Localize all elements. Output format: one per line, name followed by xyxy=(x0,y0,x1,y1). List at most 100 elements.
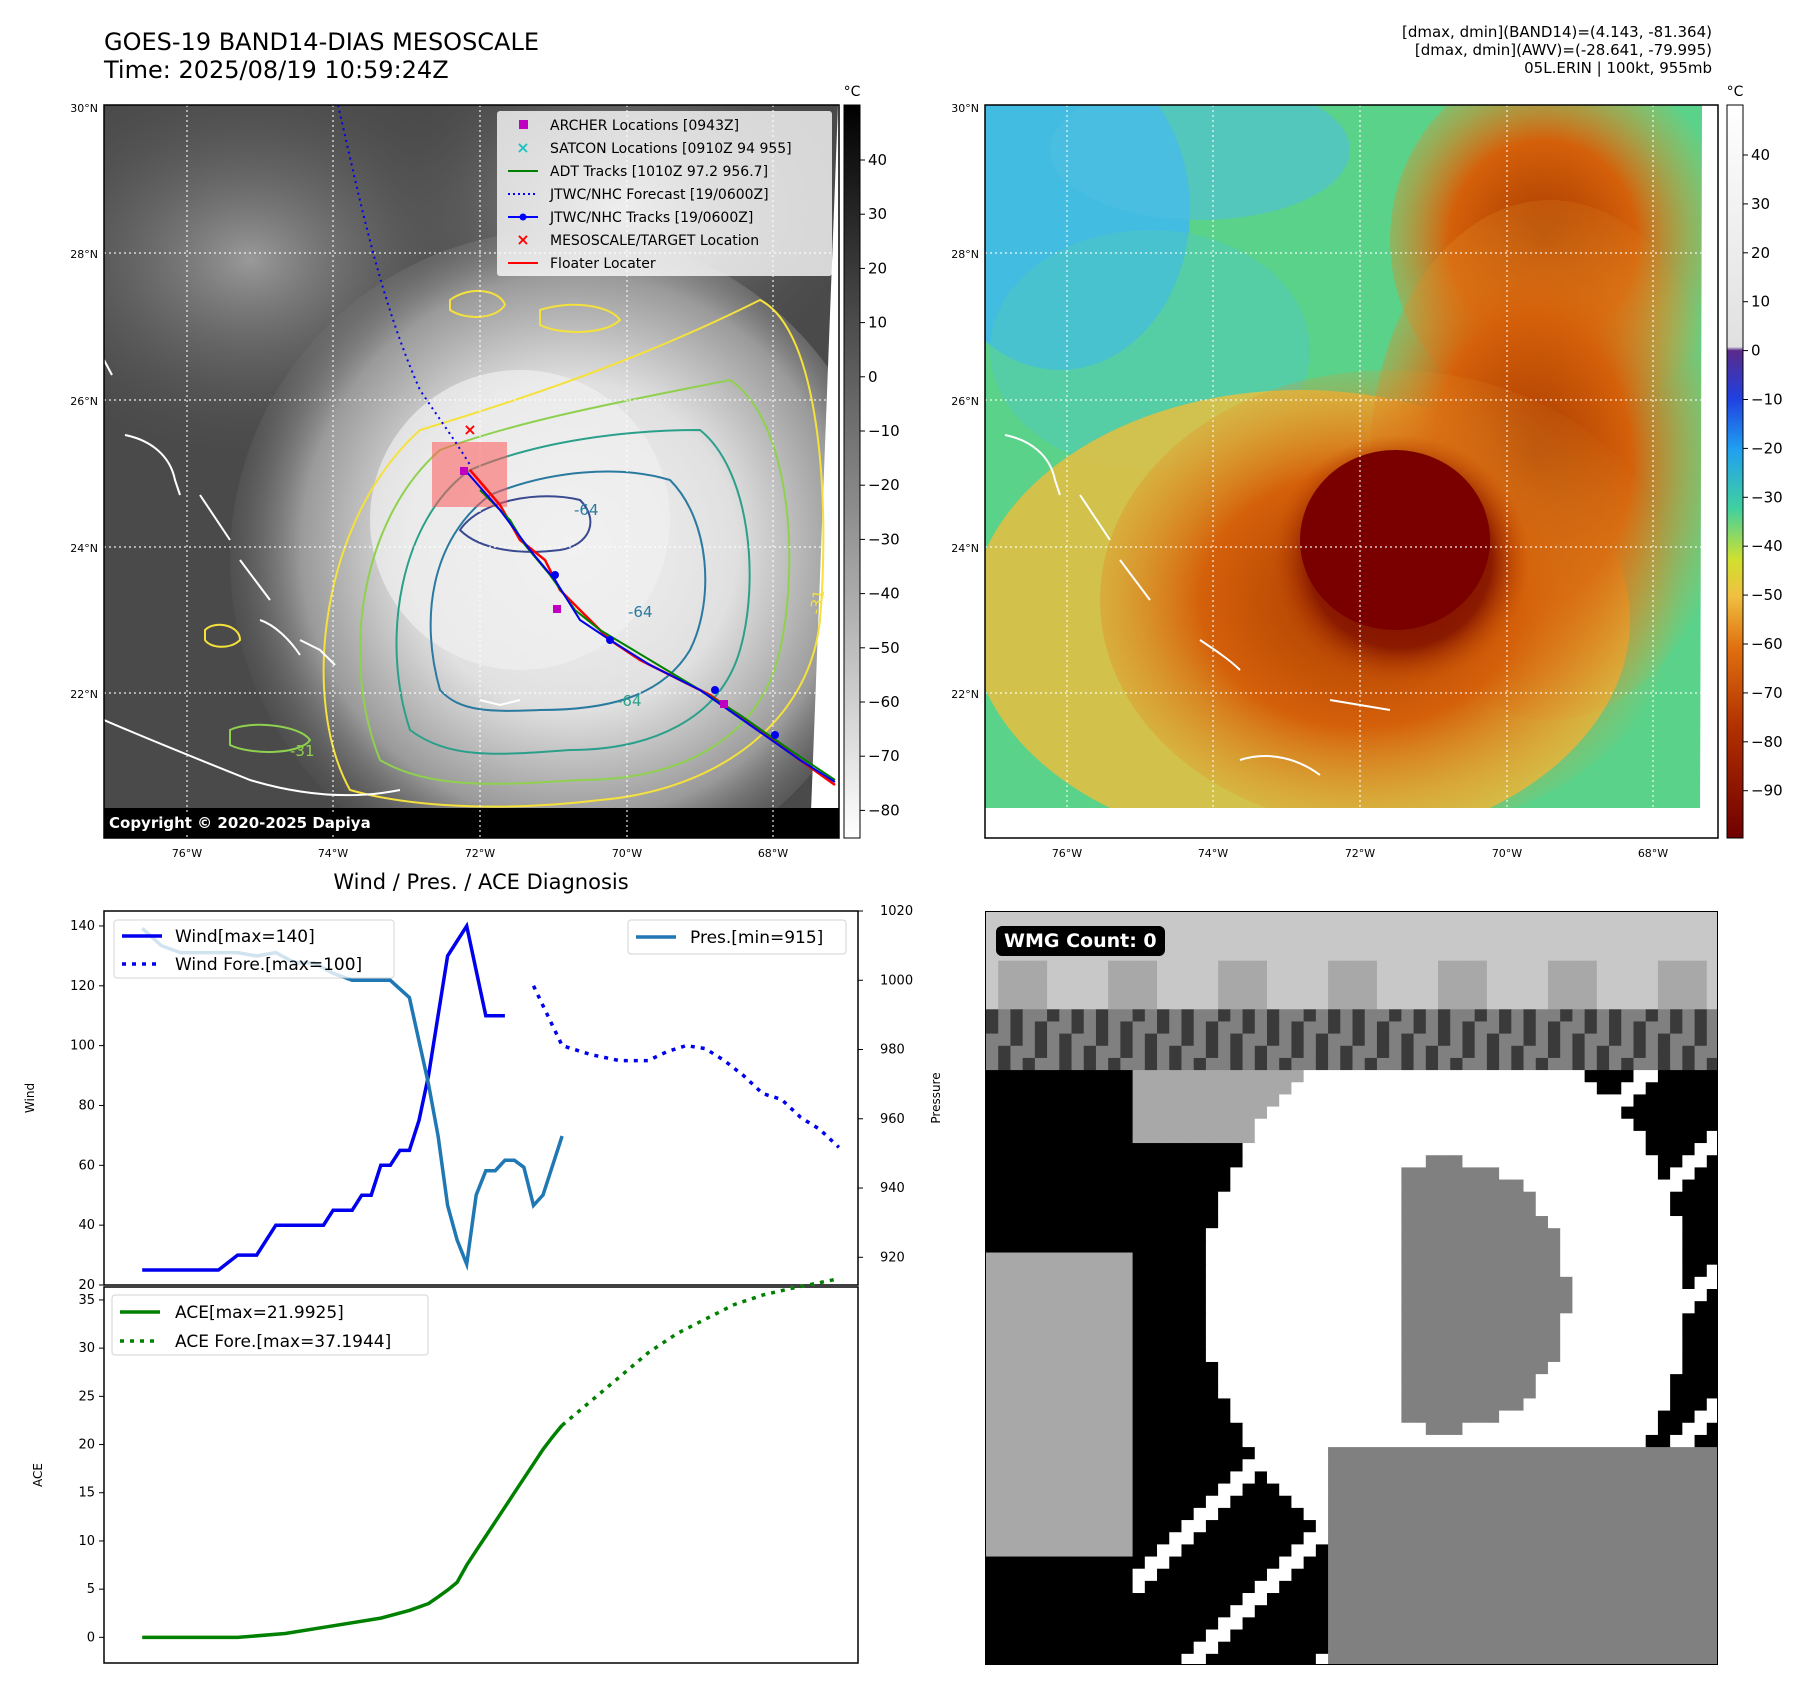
wmg-cell xyxy=(1169,1532,1183,1545)
wmg-cell xyxy=(1144,1118,1158,1132)
wmg-cell xyxy=(1132,1520,1146,1533)
wmg-cell xyxy=(1462,972,1476,986)
wmg-cell xyxy=(1499,1045,1512,1059)
wmg-cell xyxy=(1169,1094,1183,1108)
wmg-cell xyxy=(1266,1434,1280,1448)
wmg-cell xyxy=(1352,1009,1366,1023)
wmg-cell xyxy=(1303,1471,1317,1485)
wmg-cell xyxy=(1535,1483,1549,1497)
wmg-cell xyxy=(1364,1605,1378,1618)
wmg-cell xyxy=(1438,1070,1451,1083)
wmg-cell xyxy=(1266,1641,1280,1655)
wmg-cell xyxy=(1047,1057,1060,1071)
wmg-cell xyxy=(1108,1276,1121,1290)
wmg-cell xyxy=(1291,1568,1305,1582)
wmg-cell xyxy=(1193,1641,1207,1655)
wmg-cell xyxy=(1022,1289,1036,1302)
wmg-cell xyxy=(1438,1447,1451,1460)
wmg-cell xyxy=(1157,1301,1170,1314)
wmg-cell xyxy=(1132,1216,1146,1229)
wmg-cell xyxy=(1083,1155,1097,1168)
wmg-cell xyxy=(1560,1155,1573,1168)
wmg-cell xyxy=(1230,1544,1244,1558)
wmg-cell xyxy=(1364,1520,1378,1533)
wmg-cell xyxy=(1181,972,1195,986)
wmg-cell xyxy=(1095,1264,1109,1278)
wmg-cell xyxy=(1315,1605,1329,1618)
wmg-cell xyxy=(1059,1459,1073,1473)
wmg-cell xyxy=(1621,1276,1635,1290)
wind-chart-frame xyxy=(103,910,859,1286)
wmg-cell xyxy=(1560,1398,1573,1412)
wmg-cell xyxy=(1682,1447,1696,1460)
wmg-cell xyxy=(1364,1118,1378,1132)
wmg-cell xyxy=(1083,1459,1097,1473)
wmg-cell xyxy=(1291,960,1305,974)
wmg-cell xyxy=(1609,1337,1622,1351)
wmg-cell xyxy=(1670,912,1683,925)
wmg-cell xyxy=(1242,936,1256,950)
wmg-cell xyxy=(1230,1094,1244,1108)
wmg-cell xyxy=(1132,1605,1146,1618)
wmg-cell xyxy=(1328,1434,1341,1448)
wmg-cell xyxy=(1181,1118,1195,1132)
wmg-cell xyxy=(1169,1361,1183,1375)
wmg-cell xyxy=(1438,1289,1451,1302)
wmg-cell xyxy=(1095,1021,1109,1035)
wmg-cell xyxy=(1682,1398,1696,1412)
wmg-cell xyxy=(1376,1361,1390,1375)
wmg-cell xyxy=(1670,1507,1683,1521)
wmg-cell xyxy=(1609,1289,1622,1302)
wmg-cell xyxy=(1474,1349,1488,1363)
wmg-cell xyxy=(1352,1641,1366,1655)
wmg-cell xyxy=(1181,948,1195,962)
wmg-cell xyxy=(1645,1130,1659,1144)
wmg-cell xyxy=(1291,1143,1305,1156)
wmg-cell xyxy=(1218,936,1231,950)
wmg-cell xyxy=(1303,984,1317,998)
wmg-cell xyxy=(1486,1203,1500,1217)
wmg-cell xyxy=(1266,1495,1280,1509)
wmg-cell xyxy=(1279,1276,1293,1290)
wmg-cell xyxy=(1462,1289,1476,1302)
wmg-cell xyxy=(1486,1264,1500,1278)
wmg-cell xyxy=(1230,1033,1244,1047)
wmg-cell xyxy=(1022,1507,1036,1521)
wmg-cell xyxy=(1157,1033,1170,1047)
wmg-cell xyxy=(1682,1021,1696,1035)
wmg-cell xyxy=(1486,1289,1500,1302)
y-tick-label: 20 xyxy=(78,1438,95,1453)
wmg-cell xyxy=(1254,1289,1268,1302)
wmg-cell xyxy=(1376,1605,1390,1618)
wmg-cell xyxy=(1572,1507,1586,1521)
wmg-cell xyxy=(1144,1130,1158,1144)
wmg-cell xyxy=(1584,1240,1598,1254)
wmg-cell xyxy=(1376,924,1390,937)
wmg-cell xyxy=(1706,1021,1717,1035)
wmg-cell xyxy=(1034,1580,1048,1594)
wmg-cell xyxy=(1242,1118,1256,1132)
wmg-cell xyxy=(1633,1216,1647,1229)
wmg-cell xyxy=(1621,1021,1635,1035)
wmg-cell xyxy=(1474,1471,1488,1485)
wmg-cell xyxy=(1547,1629,1561,1643)
wmg-cell xyxy=(1645,1106,1659,1120)
wmg-cell xyxy=(1022,1106,1036,1120)
wmg-cell xyxy=(1352,1593,1366,1606)
wmg-cell xyxy=(1413,1216,1427,1229)
wmg-cell xyxy=(1144,1313,1158,1327)
wmg-cell xyxy=(1413,1155,1427,1168)
wmg-cell xyxy=(1291,1021,1305,1035)
wmg-cell xyxy=(1218,912,1231,925)
wmg-cell xyxy=(1205,1349,1219,1363)
wmg-cell xyxy=(1047,1082,1060,1096)
wmg-cell xyxy=(1596,1301,1610,1314)
wmg-cell xyxy=(1547,1167,1561,1181)
wmg-cell xyxy=(1657,1264,1671,1278)
wmg-cell xyxy=(1499,1179,1512,1193)
wmg-cell xyxy=(1706,1434,1717,1448)
wmg-cell xyxy=(1572,948,1586,962)
wmg-cell xyxy=(1499,1520,1512,1533)
wmg-cell xyxy=(1218,1483,1231,1497)
wmg-cell xyxy=(1633,1179,1647,1193)
